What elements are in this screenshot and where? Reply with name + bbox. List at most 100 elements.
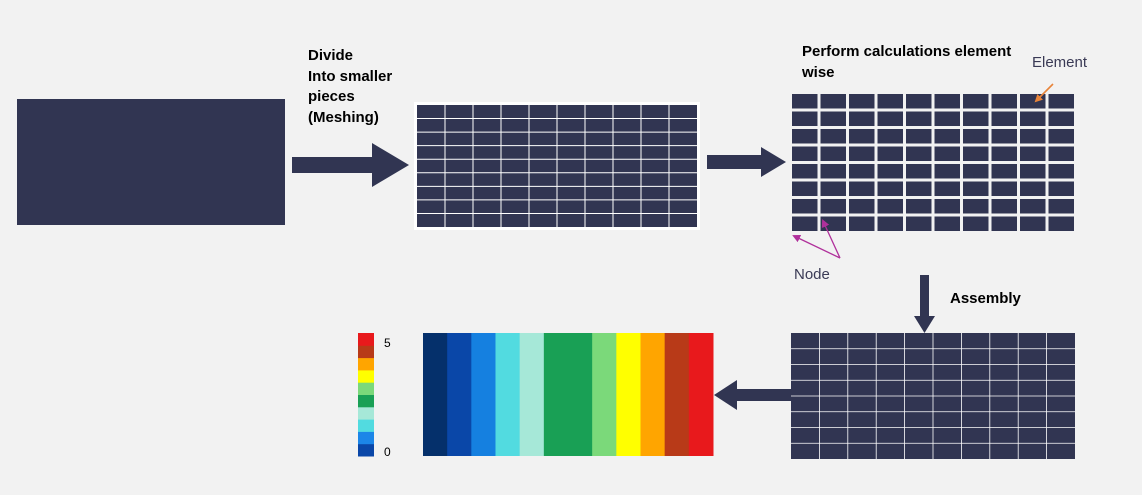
perform-calculations-label: Perform calculations element wise — [802, 43, 1012, 81]
colorbar-max-label: 5 — [384, 336, 391, 350]
element-cell — [1048, 199, 1074, 214]
node-pointer-arrow-left — [792, 234, 841, 259]
colorbar-swatch — [358, 443, 374, 457]
element-cell — [963, 94, 989, 109]
meshed-domain — [414, 102, 700, 230]
element-cell — [906, 146, 932, 161]
result-color-band — [519, 333, 545, 456]
assembly-label: Assembly — [950, 290, 1021, 307]
element-cell — [991, 129, 1017, 144]
element-cell — [877, 164, 903, 179]
element-cell — [1048, 129, 1074, 144]
original-domain-block — [17, 99, 285, 225]
element-label: Element — [1032, 54, 1088, 71]
result-color-band — [688, 333, 714, 456]
element-cell — [934, 94, 960, 109]
element-cell — [1020, 111, 1046, 126]
element-cell — [877, 111, 903, 126]
element-cell — [877, 146, 903, 161]
element-cell — [820, 164, 846, 179]
element-cell — [963, 199, 989, 214]
element-cell — [906, 199, 932, 214]
element-cell — [934, 199, 960, 214]
element-cell — [820, 129, 846, 144]
element-cell — [877, 199, 903, 214]
element-cell — [991, 94, 1017, 109]
colorbar-min-label: 0 — [384, 445, 391, 459]
element-cell — [849, 94, 875, 109]
result-color-band — [592, 333, 617, 456]
element-cell — [1048, 164, 1074, 179]
element-cell — [991, 181, 1017, 196]
assembled-mesh — [791, 333, 1075, 459]
result-color-band — [447, 333, 472, 456]
result-color-band — [664, 333, 690, 456]
element-cell — [1020, 129, 1046, 144]
element-cell — [877, 181, 903, 196]
element-cell — [991, 111, 1017, 126]
result-color-band — [568, 333, 593, 456]
element-cell — [991, 164, 1017, 179]
colorbar-swatch — [358, 419, 374, 432]
element-wise-mesh — [792, 94, 1074, 231]
assembled-grid-lines — [791, 333, 1075, 459]
element-cell — [820, 111, 846, 126]
solution-arrow — [714, 380, 791, 410]
element-cell — [963, 111, 989, 126]
element-cell — [991, 199, 1017, 214]
element-cell — [792, 146, 818, 161]
element-cell — [963, 146, 989, 161]
result-field — [423, 333, 714, 456]
element-cell — [820, 199, 846, 214]
element-cell — [820, 146, 846, 161]
element-cell — [906, 216, 932, 231]
element-cell — [1048, 216, 1074, 231]
element-cell — [906, 181, 932, 196]
element-cell — [792, 129, 818, 144]
element-cell — [849, 146, 875, 161]
colorbar-swatch — [358, 394, 374, 408]
result-color-band — [423, 333, 448, 456]
element-cell — [820, 94, 846, 109]
color-scale-bar — [358, 333, 374, 457]
element-cell — [820, 181, 846, 196]
element-cell — [906, 164, 932, 179]
element-cell — [1020, 181, 1046, 196]
element-cell — [963, 181, 989, 196]
element-cell — [934, 146, 960, 161]
element-cell — [792, 199, 818, 214]
result-color-band — [471, 333, 496, 456]
element-cell — [934, 164, 960, 179]
node-label: Node — [794, 266, 830, 283]
element-cell — [849, 199, 875, 214]
element-cell — [877, 94, 903, 109]
element-cell — [1048, 146, 1074, 161]
node-pointer-arrow-right — [821, 219, 841, 259]
result-color-band — [616, 333, 641, 456]
colorbar-swatch — [358, 333, 374, 346]
element-cell — [792, 111, 818, 126]
element-cell — [849, 111, 875, 126]
result-color-band — [640, 333, 666, 456]
element-cell — [849, 129, 875, 144]
element-cell — [877, 129, 903, 144]
element-cell — [1020, 199, 1046, 214]
element-cell — [877, 216, 903, 231]
colorbar-swatch — [358, 357, 374, 371]
element-cell — [934, 181, 960, 196]
element-cell — [934, 111, 960, 126]
meshing-arrow — [292, 143, 409, 187]
element-cell — [849, 164, 875, 179]
colorbar-swatch — [358, 406, 374, 420]
calculation-arrow — [707, 147, 786, 177]
element-cell — [906, 94, 932, 109]
element-cell — [991, 146, 1017, 161]
divide-label: Divide Into smaller pieces (Meshing) — [308, 47, 393, 126]
element-cell — [792, 94, 818, 109]
element-cell — [963, 129, 989, 144]
element-cell — [1020, 164, 1046, 179]
assembly-arrow — [914, 275, 935, 333]
result-color-band — [495, 333, 521, 456]
colorbar-swatch — [358, 345, 374, 359]
